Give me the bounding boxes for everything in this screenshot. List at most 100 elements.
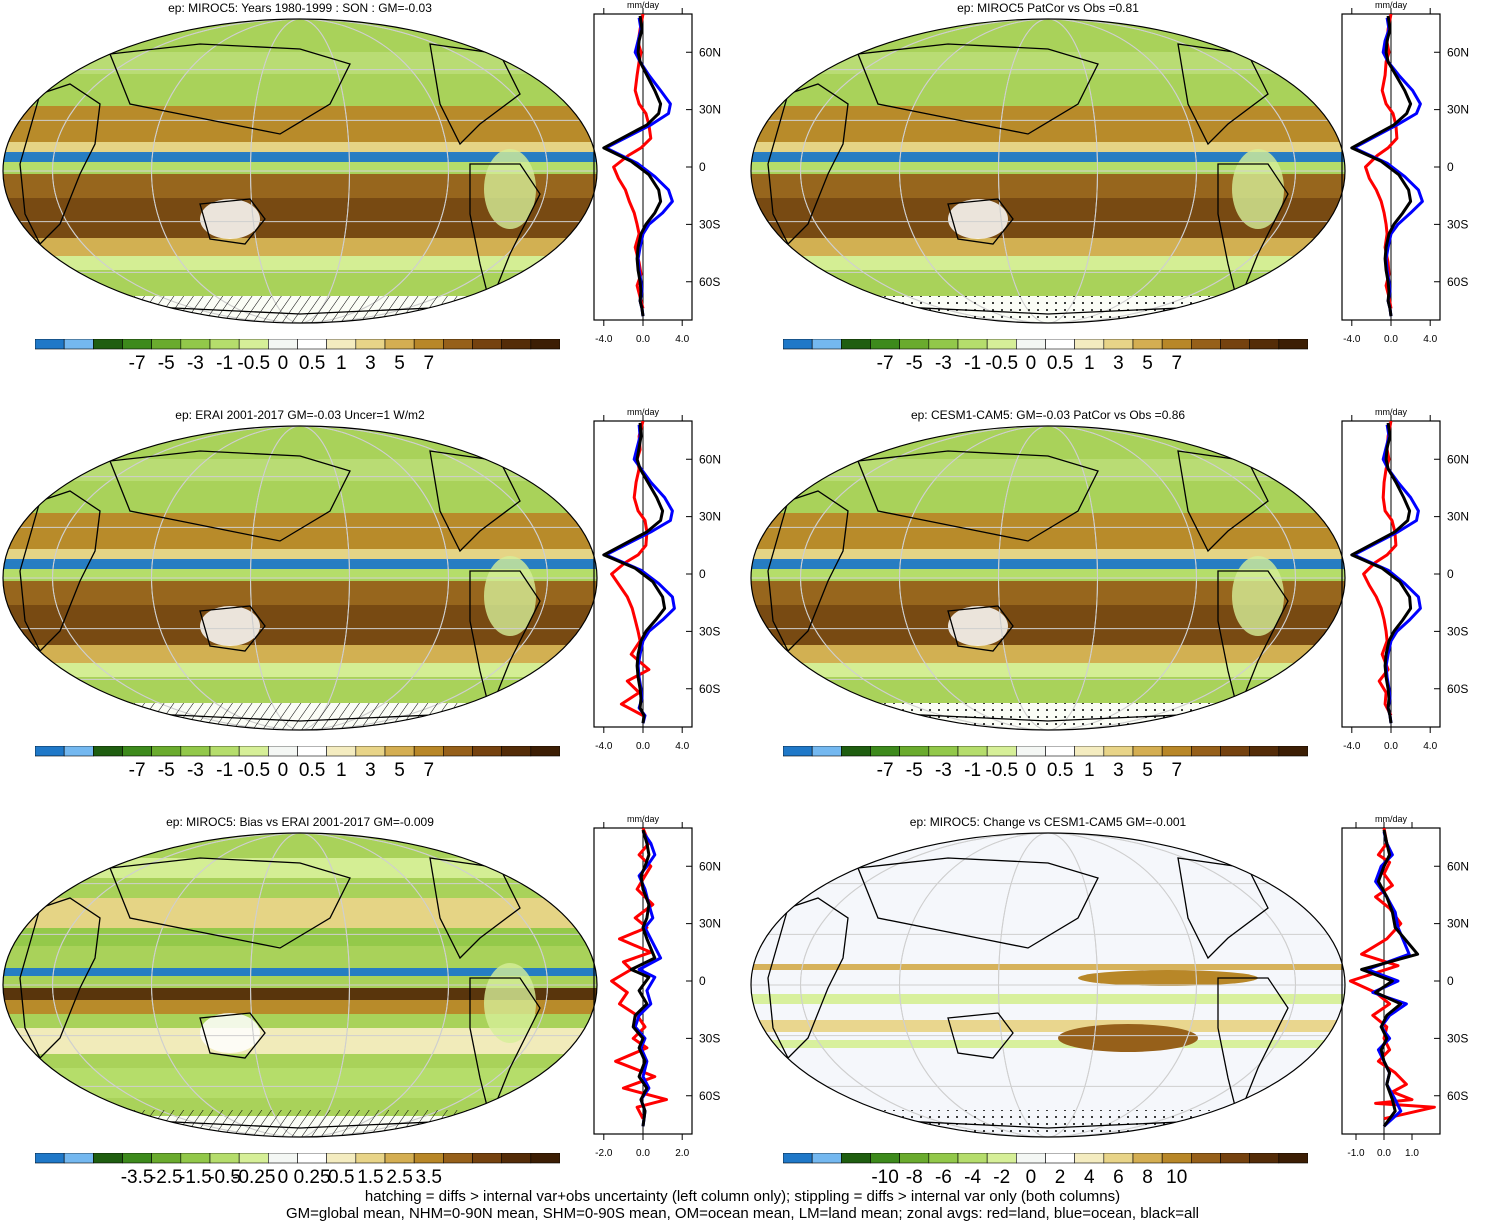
field-band [751, 238, 1345, 256]
colorbar-label: -0.5 [237, 760, 271, 781]
colorbar-label: -3 [934, 760, 952, 781]
field-band [751, 663, 1345, 677]
colorbar-swatch [1161, 746, 1192, 757]
field-band [751, 152, 1345, 162]
colorbar-label: 7 [1171, 760, 1183, 781]
colorbar-label: -2.5 [149, 1167, 183, 1188]
field-band [3, 513, 597, 549]
colorbar-label: -4 [964, 1167, 982, 1188]
colorbar-swatch [899, 339, 930, 350]
colorbar-swatch [297, 339, 327, 350]
x-tick-label: -4.0 [595, 334, 613, 345]
hatching-region [3, 703, 597, 730]
colorbar-swatch [1103, 746, 1134, 757]
colorbar-label: 10 [1166, 1167, 1188, 1188]
colorbar-swatch [151, 1153, 182, 1164]
colorbar-swatch [326, 1153, 357, 1164]
y-tick-label: 60N [1447, 452, 1469, 466]
colorbar-label: -5 [157, 760, 175, 781]
colorbar-swatch [1074, 339, 1105, 350]
colorbar-label: 0 [277, 353, 289, 374]
graticule [3, 833, 597, 1137]
figure-panel: ep: MIROC5 PatCor vs Obs =0.81 -4.0 0.0 4.0… [748, 0, 1485, 400]
field-band [751, 994, 1345, 1004]
colorbar-swatch [783, 1153, 813, 1164]
colorbar-swatch [1045, 1153, 1075, 1164]
coastline-path [199, 605, 266, 652]
field-band [3, 52, 597, 74]
coastline-path [857, 450, 1099, 542]
colorbar-swatch [268, 339, 298, 350]
colorbar-label: 2 [1054, 1167, 1066, 1188]
colorbar-swatch [811, 1153, 842, 1164]
zonal-series-line [602, 15, 663, 317]
colorbar-swatch [1103, 339, 1134, 350]
colorbar-swatch [443, 746, 473, 757]
zonal-series-line [610, 828, 668, 1120]
map-title: ep: CESM1-CAM5: GM=-0.03 PatCor vs Obs =… [910, 408, 1186, 422]
colorbar-swatch [297, 1153, 327, 1164]
map-title: ep: MIROC5: Years 1980-1999 : SON : GM=-… [168, 1, 432, 15]
colorbar-swatch [1249, 746, 1280, 757]
colorbar-swatch [1278, 339, 1308, 350]
colorbar-swatch [238, 339, 269, 350]
colorbar-swatch [783, 339, 813, 350]
x-tick-label: -1.0 [1347, 1148, 1365, 1159]
y-tick-label: 60S [1447, 1089, 1468, 1103]
colorbar [783, 746, 1308, 757]
colorbar-labels: -3.5 -2.5 -1.5 -0.5 -0.25 0 0.25 0.5 1.5 2.5 3.5 [35, 1167, 560, 1191]
colorbar-swatch [238, 1153, 269, 1164]
x-tick-label: 0.0 [1377, 1148, 1391, 1159]
figure-panel: ep: ERAI 2001-2017 GM=-0.03 Uncer=1 W/m2… [0, 407, 742, 807]
y-tick-label: 60S [1447, 682, 1468, 696]
hatching-region [3, 296, 597, 323]
coastline-path [109, 450, 351, 542]
colorbar-label: 7 [1171, 353, 1183, 374]
colorbar-swatch [209, 1153, 240, 1164]
field-band [751, 162, 1345, 172]
colorbar-swatch [443, 1153, 473, 1164]
map-outline [2, 18, 598, 324]
x-tick-label: -2.0 [595, 1148, 613, 1159]
x-tick-label: 2.0 [675, 1148, 689, 1159]
colorbar-swatch [122, 339, 152, 350]
colorbar-swatch [355, 339, 386, 350]
graticule [751, 19, 1345, 323]
colorbar [783, 1153, 1308, 1164]
x-axis-label: mm/day [1375, 814, 1408, 824]
colorbar-label: 0.5 [1046, 760, 1074, 781]
y-tick-label: 30S [1447, 1031, 1468, 1045]
map-outline [750, 832, 1346, 1138]
field-band [751, 52, 1345, 74]
colorbar-label: 3 [365, 353, 376, 374]
graticule [751, 833, 1345, 1137]
coastline-path [109, 857, 351, 949]
colorbar-label: -0.25 [232, 1167, 276, 1188]
y-tick-label: 0 [699, 974, 706, 988]
colorbar-swatch [928, 339, 959, 350]
colorbar-label: 0 [1025, 353, 1037, 374]
colorbar-swatch [501, 339, 532, 350]
colorbar-label: -10 [871, 1167, 899, 1188]
x-axis-label: mm/day [627, 407, 660, 417]
y-tick-label: 60S [699, 275, 720, 289]
colorbar-swatch [501, 1153, 532, 1164]
zonal-average-chart: -4.0 0.0 4.0 mm/day 60N 30N 0 30S 60S [1341, 407, 1469, 752]
global-map [750, 425, 1346, 731]
colorbar-label: -3 [186, 353, 204, 374]
colorbar-labels: -7 -5 -3 -1 -0.5 0 0.5 1 3 5 7 [783, 353, 1308, 377]
colorbar-label: 2.5 [386, 1167, 413, 1188]
hatching-region [3, 1110, 597, 1137]
colorbar-swatch [1220, 1153, 1250, 1164]
colorbar-swatch [384, 1153, 415, 1164]
global-map [2, 832, 598, 1138]
colorbar-label: 1 [1083, 760, 1095, 781]
field-band [3, 256, 597, 270]
coastline-path [857, 43, 1099, 135]
field-band [3, 106, 597, 142]
colorbar-swatch [1045, 339, 1075, 350]
colorbar-swatch [1132, 1153, 1163, 1164]
coastline-path [469, 977, 541, 1121]
colorbar-swatch [93, 1153, 123, 1164]
colorbar-label: -3 [934, 353, 952, 374]
